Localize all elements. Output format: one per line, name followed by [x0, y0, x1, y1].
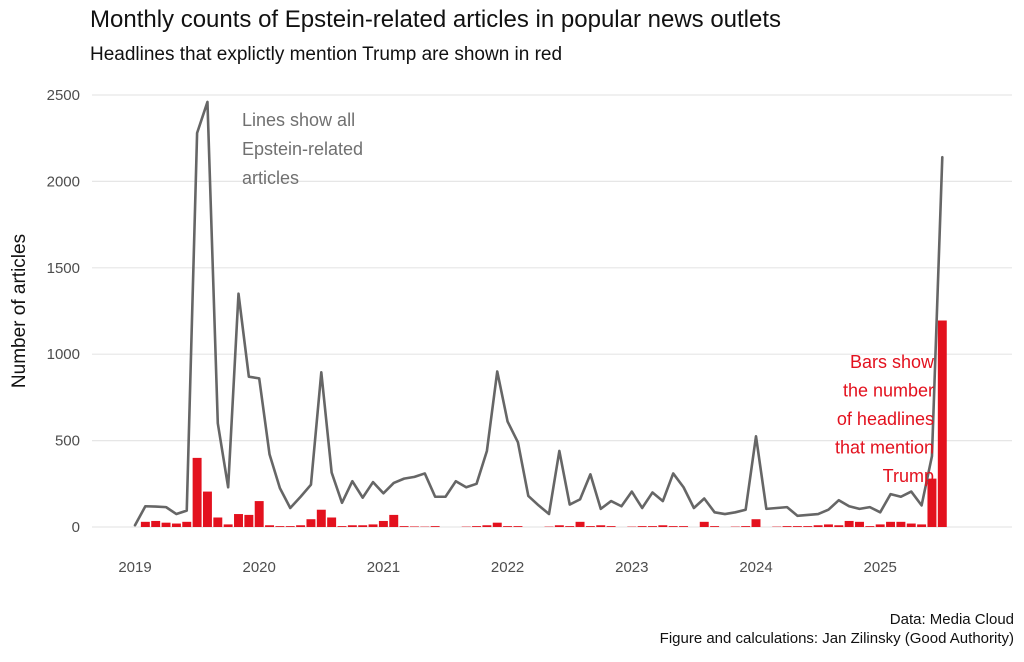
trump-headline-bars — [140, 320, 947, 527]
bar-trump-headlines — [285, 526, 295, 527]
bar-trump-headlines — [596, 525, 606, 527]
annotation-lines-text: Lines show all — [242, 110, 355, 130]
bar-trump-headlines — [658, 525, 668, 527]
bar-trump-headlines — [472, 526, 482, 527]
annotation-bars-text: of headlines — [837, 409, 934, 429]
caption-source: Data: Media Cloud — [889, 611, 1014, 628]
line-all-articles — [133, 100, 944, 527]
y-tick-label: 1500 — [47, 260, 80, 277]
bar-trump-headlines — [875, 524, 885, 527]
bar-trump-headlines — [223, 524, 233, 527]
annotation-bars-text: Bars show — [850, 352, 935, 372]
bar-trump-headlines — [699, 521, 709, 527]
y-axis-label: Number of articles — [9, 234, 30, 388]
bar-trump-headlines — [182, 521, 192, 527]
x-tick-label: 2022 — [491, 559, 524, 576]
y-tick-label: 2000 — [47, 173, 80, 190]
bar-trump-headlines — [244, 514, 254, 527]
bar-trump-headlines — [337, 526, 347, 527]
bar-trump-headlines — [782, 526, 792, 527]
x-tick-label: 2019 — [118, 559, 151, 576]
bar-trump-headlines — [254, 501, 264, 527]
bar-trump-headlines — [265, 525, 275, 527]
chart-subtitle: Headlines that explictly mention Trump a… — [90, 44, 563, 65]
bar-trump-headlines — [161, 522, 171, 527]
bar-trump-headlines — [648, 526, 657, 527]
bar-trump-headlines — [823, 524, 833, 527]
bar-trump-headlines — [171, 523, 181, 527]
bar-trump-headlines — [151, 520, 161, 527]
x-tick-label: 2023 — [615, 559, 648, 576]
bar-trump-headlines — [368, 524, 378, 527]
y-tick-label: 1000 — [47, 346, 80, 363]
y-tick-label: 2500 — [47, 87, 80, 104]
bar-trump-headlines — [668, 526, 678, 527]
bar-trump-headlines — [855, 521, 864, 527]
bar-trump-headlines — [213, 517, 223, 527]
bar-trump-headlines — [513, 526, 523, 527]
x-tick-label: 2021 — [367, 559, 400, 576]
y-tick-label: 0 — [72, 519, 80, 536]
bar-trump-headlines — [937, 320, 947, 527]
annotation-bars-text: the number — [843, 381, 934, 401]
x-tick-label: 2020 — [243, 559, 276, 576]
bar-trump-headlines — [492, 522, 502, 527]
bar-trump-headlines — [399, 526, 409, 527]
annotations: Lines show all Epstein-related articles Bar… — [242, 110, 935, 486]
annotation-lines-text: Epstein-related — [242, 139, 363, 159]
bar-trump-headlines — [378, 520, 388, 527]
bar-trump-headlines — [865, 526, 875, 527]
annotation-lines-text: articles — [242, 168, 299, 188]
bar-trump-headlines — [741, 526, 751, 527]
bar-trump-headlines — [202, 491, 212, 527]
bar-trump-headlines — [347, 525, 357, 527]
bar-trump-headlines — [896, 521, 906, 527]
bar-trump-headlines — [192, 457, 202, 527]
bar-trump-headlines — [917, 524, 927, 527]
bar-trump-headlines — [886, 521, 896, 527]
bar-trump-headlines — [751, 519, 761, 527]
bar-trump-headlines — [430, 526, 440, 527]
bar-trump-headlines — [813, 525, 823, 527]
bar-trump-headlines — [409, 526, 419, 527]
bar-trump-headlines — [803, 526, 813, 527]
bar-trump-headlines — [306, 519, 316, 527]
bar-trump-headlines — [710, 526, 720, 527]
caption-credit: Figure and calculations: Jan Zilinsky (G… — [659, 630, 1014, 647]
bar-trump-headlines — [606, 526, 616, 527]
x-tick-label: 2024 — [739, 559, 772, 576]
bar-trump-headlines — [575, 521, 585, 527]
bar-trump-headlines — [844, 520, 854, 527]
x-tick-label: 2025 — [864, 559, 897, 576]
bar-trump-headlines — [140, 521, 150, 527]
axes: 0 500 1000 1500 2000 2500 2019 2020 2021 2022 2023… — [9, 87, 897, 576]
chart-title: Monthly counts of Epstein-related articl… — [90, 6, 782, 33]
bar-trump-headlines — [358, 525, 368, 527]
bar-trump-headlines — [234, 514, 243, 527]
bar-trump-headlines — [296, 525, 306, 527]
bar-trump-headlines — [554, 525, 564, 527]
bar-trump-headlines — [565, 526, 575, 527]
bar-trump-headlines — [906, 523, 916, 527]
bar-trump-headlines — [637, 526, 647, 527]
bar-trump-headlines — [585, 526, 595, 527]
annotation-bars-text: that mention — [835, 438, 934, 458]
bar-trump-headlines — [792, 526, 802, 527]
bar-trump-headlines — [389, 514, 399, 527]
all-articles-line — [133, 100, 944, 527]
bar-trump-headlines — [834, 525, 844, 527]
bar-trump-headlines — [482, 525, 492, 527]
bar-trump-headlines — [275, 526, 285, 527]
bar-trump-headlines — [503, 526, 513, 527]
bar-trump-headlines — [316, 509, 326, 527]
bar-trump-headlines — [679, 526, 689, 527]
annotation-bars-text: Trump — [883, 466, 934, 486]
bar-trump-headlines — [927, 478, 937, 527]
y-tick-label: 500 — [55, 433, 80, 450]
bar-trump-headlines — [327, 517, 337, 527]
